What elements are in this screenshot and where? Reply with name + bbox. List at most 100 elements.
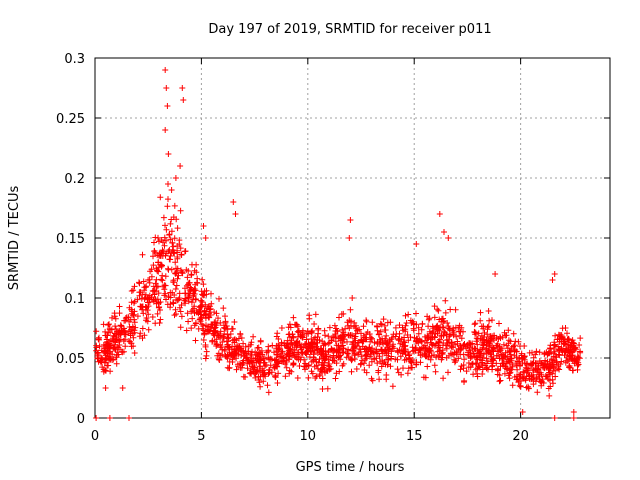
data-point bbox=[333, 370, 340, 377]
data-point bbox=[229, 359, 236, 365]
data-point bbox=[257, 383, 264, 390]
data-point bbox=[521, 369, 528, 376]
data-point bbox=[429, 334, 436, 341]
data-point bbox=[172, 270, 179, 277]
data-point bbox=[452, 306, 459, 313]
data-point bbox=[158, 237, 165, 243]
data-point bbox=[116, 328, 123, 334]
data-point bbox=[101, 359, 108, 366]
data-point bbox=[359, 343, 366, 350]
data-point bbox=[382, 335, 389, 342]
data-point bbox=[116, 310, 123, 317]
data-point bbox=[499, 334, 506, 341]
data-point bbox=[329, 334, 335, 341]
data-point bbox=[315, 326, 322, 333]
data-point bbox=[177, 245, 184, 252]
data-point bbox=[294, 351, 300, 358]
data-point bbox=[441, 229, 447, 235]
data-point bbox=[297, 344, 304, 351]
data-point bbox=[131, 283, 138, 290]
data-point bbox=[176, 304, 183, 311]
data-point bbox=[109, 314, 115, 321]
data-point bbox=[423, 337, 429, 344]
data-point bbox=[541, 350, 548, 357]
data-point bbox=[557, 333, 564, 340]
data-point bbox=[215, 315, 221, 322]
data-point bbox=[398, 347, 405, 354]
data-point bbox=[512, 338, 519, 345]
data-point bbox=[244, 365, 251, 372]
data-point bbox=[351, 344, 358, 351]
data-point bbox=[132, 324, 139, 331]
data-point bbox=[311, 321, 318, 327]
data-point bbox=[261, 360, 267, 366]
data-point bbox=[137, 303, 144, 310]
data-point bbox=[354, 327, 361, 334]
data-point bbox=[489, 356, 496, 363]
data-point bbox=[345, 354, 352, 361]
data-point bbox=[325, 333, 332, 340]
data-point bbox=[177, 163, 184, 169]
data-point bbox=[381, 322, 388, 329]
data-point bbox=[165, 181, 171, 187]
data-point bbox=[397, 353, 404, 360]
data-point bbox=[151, 239, 157, 246]
data-point bbox=[374, 360, 381, 367]
data-point bbox=[111, 341, 118, 348]
data-point bbox=[141, 296, 148, 303]
data-point bbox=[332, 338, 339, 345]
data-point bbox=[520, 368, 527, 375]
x-tick-label: 0 bbox=[91, 429, 99, 444]
data-point bbox=[510, 330, 517, 337]
data-point bbox=[128, 306, 135, 313]
data-point bbox=[496, 355, 503, 362]
data-point bbox=[247, 341, 254, 348]
data-point bbox=[327, 353, 333, 360]
data-point bbox=[522, 360, 528, 367]
data-point bbox=[290, 334, 297, 341]
data-point bbox=[233, 346, 239, 353]
data-point bbox=[494, 342, 501, 349]
data-point bbox=[286, 345, 293, 352]
data-point bbox=[438, 318, 445, 325]
data-point bbox=[526, 349, 533, 356]
data-point bbox=[206, 306, 213, 313]
data-point bbox=[431, 352, 437, 358]
data-point bbox=[326, 324, 333, 331]
data-point bbox=[150, 283, 157, 290]
data-point bbox=[564, 330, 570, 337]
data-point bbox=[419, 351, 426, 358]
data-point bbox=[339, 362, 346, 369]
data-point bbox=[192, 320, 199, 326]
data-point bbox=[167, 220, 174, 227]
data-point bbox=[342, 331, 348, 338]
data-point bbox=[394, 356, 401, 363]
data-point bbox=[426, 315, 433, 322]
data-point bbox=[455, 355, 462, 362]
data-point bbox=[247, 369, 254, 376]
data-point bbox=[325, 362, 332, 369]
data-point bbox=[381, 347, 388, 354]
data-point bbox=[229, 343, 236, 350]
data-point bbox=[294, 328, 301, 335]
data-point bbox=[93, 344, 100, 351]
data-point bbox=[239, 361, 246, 368]
data-point bbox=[183, 282, 190, 289]
data-point bbox=[302, 366, 308, 373]
data-point bbox=[330, 352, 337, 359]
data-point bbox=[100, 321, 107, 328]
data-point bbox=[131, 319, 138, 326]
data-point bbox=[472, 320, 479, 327]
data-point bbox=[122, 315, 129, 321]
data-point bbox=[122, 343, 129, 350]
data-point bbox=[106, 321, 112, 328]
data-point bbox=[457, 328, 464, 335]
data-point bbox=[157, 194, 164, 201]
data-point bbox=[374, 338, 381, 345]
data-point bbox=[465, 349, 471, 356]
data-point bbox=[274, 380, 281, 386]
data-point bbox=[507, 351, 514, 358]
data-point bbox=[394, 366, 401, 373]
data-point bbox=[271, 357, 278, 364]
data-point bbox=[473, 361, 480, 368]
